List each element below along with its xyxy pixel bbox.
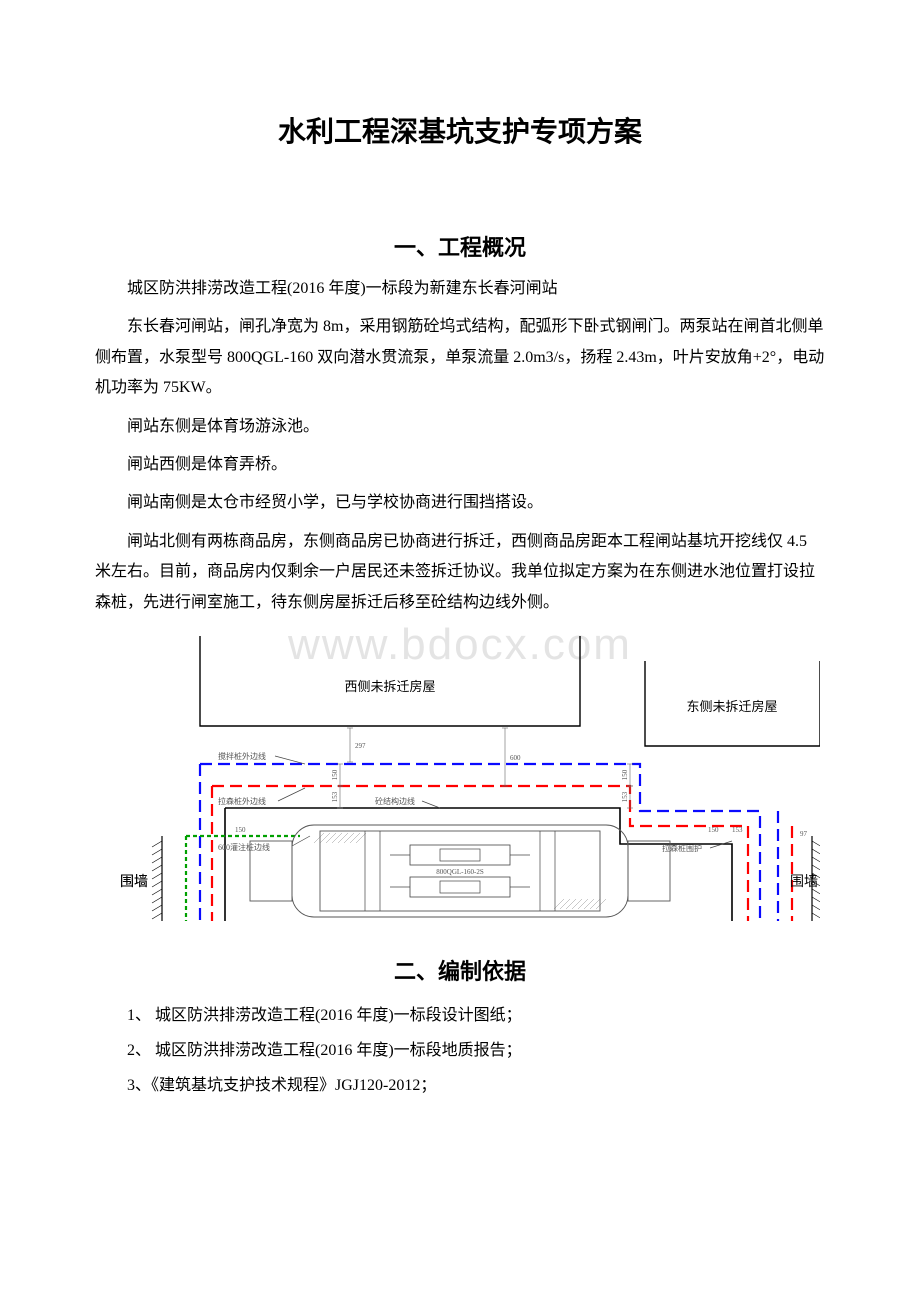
svg-text:西侧未拆迁房屋: 西侧未拆迁房屋 [344,679,435,694]
svg-text:搅拌桩外边线: 搅拌桩外边线 [218,751,266,761]
svg-text:600: 600 [510,754,521,762]
paragraph: 闸站西侧是体育弄桥。 [95,450,825,480]
svg-text:围墙: 围墙 [790,874,818,890]
svg-text:150: 150 [235,826,246,834]
list-item: 2、 城区防洪排涝改造工程(2016 年度)一标段地质报告； [95,1033,825,1068]
svg-text:东侧未拆迁房屋: 东侧未拆迁房屋 [686,699,777,714]
section-2-heading: 二、编制依据 [95,954,825,986]
svg-text:153: 153 [621,791,629,802]
paragraph: 闸站东侧是体育场游泳池。 [95,412,825,442]
svg-text:800QGL-160-2S: 800QGL-160-2S [436,868,484,876]
list-item: 1、 城区防洪排涝改造工程(2016 年度)一标段设计图纸； [95,998,825,1033]
paragraph: 闸站南侧是太仓市经贸小学，已与学校协商进行围挡搭设。 [95,488,825,518]
svg-text:600灌注桩边线: 600灌注桩边线 [218,842,270,852]
svg-text:150: 150 [621,769,629,780]
svg-text:297: 297 [355,742,366,750]
svg-text:153: 153 [331,791,339,802]
list-item: 3、《建筑基坑支护技术规程》JGJ120-2012； [95,1068,825,1103]
svg-text:拉森桩围护: 拉森桩围护 [662,843,702,853]
svg-text:153: 153 [732,826,743,834]
paragraph: 城区防洪排涝改造工程(2016 年度)一标段为新建东长春河闸站 [95,274,825,304]
svg-text:150: 150 [331,769,339,780]
svg-text:150: 150 [708,826,719,834]
paragraph: 东长春河闸站，闸孔净宽为 8m，采用钢筋砼坞式结构，配弧形下卧式钢闸门。两泵站在… [95,312,825,403]
document-title: 水利工程深基坑支护专项方案 [95,110,825,150]
svg-text:砼结构边线: 砼结构边线 [375,796,415,806]
section-1-heading: 一、工程概况 [95,230,825,262]
svg-text:拉森桩外边线: 拉森桩外边线 [218,796,266,806]
paragraph: 闸站北侧有两栋商品房，东侧商品房已协商进行拆迁，西侧商品房距本工程闸站基坑开挖线… [95,527,825,618]
svg-text:97: 97 [800,830,808,838]
svg-text:围墙: 围墙 [120,874,148,890]
site-plan-diagram: 西侧未拆迁房屋东侧未拆迁房屋搅拌桩外边线拉森桩外边线 砼结构边线 600灌注桩边线 拉… [95,636,825,936]
